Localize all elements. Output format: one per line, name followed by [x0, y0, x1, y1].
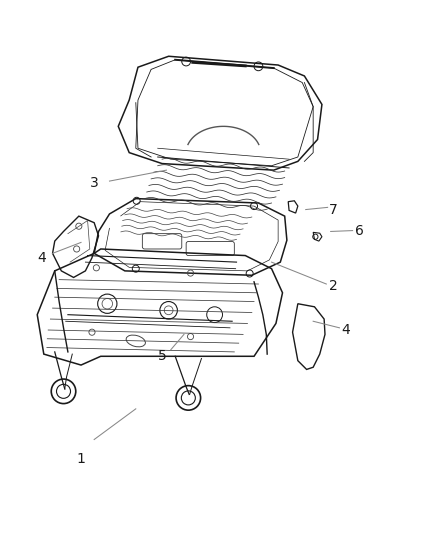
- Text: 5: 5: [158, 349, 166, 364]
- Text: 2: 2: [328, 279, 337, 293]
- Text: 1: 1: [77, 452, 85, 466]
- Text: 4: 4: [342, 323, 350, 337]
- Text: 6: 6: [355, 224, 364, 238]
- Text: 4: 4: [37, 251, 46, 265]
- Text: 3: 3: [90, 176, 99, 190]
- Text: 7: 7: [328, 203, 337, 216]
